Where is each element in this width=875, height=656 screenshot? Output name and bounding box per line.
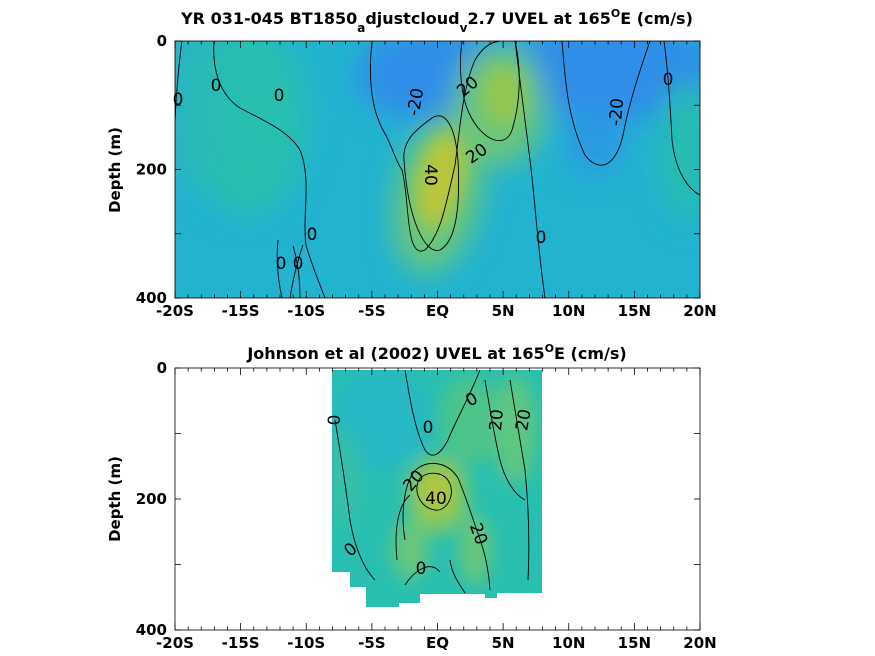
contour-label: 40: [420, 164, 440, 186]
contour-line: [460, 41, 520, 142]
x-tick-label: 15N: [618, 302, 651, 320]
x-tick-label: EQ: [426, 634, 449, 652]
contour-line: [524, 469, 530, 581]
westward-flow-region: [565, 105, 625, 175]
undercurrent-core: [416, 132, 464, 228]
observed-uvel-panel: 0 0 0 0 0 20 20 20 40 20 -20S -15S -10S -5S…: [106, 342, 717, 652]
contour-line: [289, 244, 304, 298]
y-tick-label: 0: [157, 359, 167, 377]
x-axis-tick-labels: -20S -15S -10S -5S EQ 5N 10N 15N 20N: [156, 302, 717, 320]
contour-line: [334, 419, 376, 581]
y-axis-tick-labels: 0 200 400: [136, 32, 167, 307]
eastward-flow-region: [440, 375, 500, 465]
contour-label: 0: [416, 559, 427, 579]
contour-line: [449, 559, 466, 594]
contour-line: [514, 41, 546, 298]
contour-labels: 0 0 0 0 0 20 20 20 40 20: [325, 389, 536, 579]
x-tick-label: 15N: [618, 634, 651, 652]
eastward-flow-region: [459, 515, 491, 585]
x-tick-label: 20N: [683, 634, 716, 652]
contour-label: 0: [173, 90, 184, 110]
contour-label: 40: [425, 489, 447, 509]
contour-label: 0: [536, 228, 547, 248]
x-tick-label: -10S: [287, 634, 325, 652]
undercurrent-core: [419, 470, 451, 510]
contour-label: 0: [293, 254, 304, 274]
x-tick-label: -5S: [358, 302, 385, 320]
y-axis-ticks: [175, 40, 700, 299]
x-tick-label: EQ: [426, 302, 449, 320]
contour-line: [484, 379, 526, 501]
x-tick-label: -10S: [287, 302, 325, 320]
y-tick-label: 200: [136, 490, 167, 508]
y-tick-label: 400: [136, 289, 167, 307]
contour-lines: [175, 41, 700, 298]
x-tick-label: 5N: [492, 302, 515, 320]
contour-lines: [334, 370, 530, 594]
contour-label: 0: [274, 86, 285, 106]
x-tick-label: -15S: [222, 302, 260, 320]
eastward-flow-region: [175, 41, 223, 190]
contour-line: [395, 494, 411, 561]
contour-label: 0: [276, 254, 287, 274]
x-tick-label: 10N: [552, 634, 585, 652]
contour-line: [416, 472, 452, 511]
contour-label: 0: [423, 418, 434, 438]
y-tick-label: 200: [136, 161, 167, 179]
contour-line: [404, 370, 481, 456]
y-axis-tick-labels: 0 200 400: [136, 359, 167, 639]
y-axis-ticks: [175, 367, 700, 631]
contour-line: [276, 239, 283, 298]
x-axis-tick-labels: -20S -15S -10S -5S EQ 5N 10N 15N 20N: [156, 634, 717, 652]
contour-line: [561, 41, 651, 166]
contour-line: [292, 245, 301, 298]
x-tick-label: 10N: [552, 302, 585, 320]
observed-uvel-heatmap: 0 0 0 0 0 20 20 20 40 20: [325, 370, 542, 607]
y-tick-label: 0: [157, 32, 167, 50]
x-tick-label: -20S: [156, 634, 194, 652]
eastward-flow-region: [493, 375, 537, 485]
undercurrent-core: [483, 65, 523, 125]
model-uvel-panel: 0 0 0 0 0 0 0 0 -20 -20 20 20 40 -20S -15…: [106, 7, 717, 320]
eastward-flow-region: [660, 80, 700, 220]
contour-label: 0: [211, 76, 222, 96]
x-tick-label: 20N: [683, 302, 716, 320]
contour-line: [509, 379, 526, 471]
contour-label: -20: [404, 87, 429, 118]
contour-label: -20: [606, 97, 628, 126]
x-tick-label: -15S: [222, 634, 260, 652]
chart-title: Johnson et al (2002) UVEL at 165OE (cm/s…: [246, 342, 626, 363]
contour-line: [213, 41, 326, 298]
contour-line: [403, 115, 460, 251]
x-tick-label: 5N: [492, 634, 515, 652]
contour-label: 0: [663, 70, 674, 90]
y-axis-label: Depth (m): [106, 456, 124, 542]
contour-line: [404, 566, 441, 586]
contour-line: [663, 41, 700, 196]
contour-line: [402, 462, 491, 591]
eastward-flow-region: [392, 520, 428, 580]
contour-label: 20: [486, 408, 508, 431]
westward-flow-region: [500, 41, 700, 120]
eastward-flow-region: [332, 430, 361, 530]
y-axis-label: Depth (m): [106, 127, 124, 213]
x-tick-label: -20S: [156, 302, 194, 320]
y-tick-label: 400: [136, 621, 167, 639]
contour-line: [370, 41, 501, 252]
model-uvel-heatmap: 0 0 0 0 0 0 0 0 -20 -20 20 20 40: [173, 41, 700, 298]
x-axis-ticks: [174, 368, 701, 630]
contour-label: 0: [307, 225, 318, 245]
contour-label: 0: [325, 415, 345, 426]
contour-label: 20: [512, 408, 535, 433]
chart-title: YR 031-045 BT1850adjustcloudv2.7 UVEL at…: [180, 7, 693, 35]
x-tick-label: -5S: [358, 634, 385, 652]
x-axis-ticks: [174, 41, 701, 298]
